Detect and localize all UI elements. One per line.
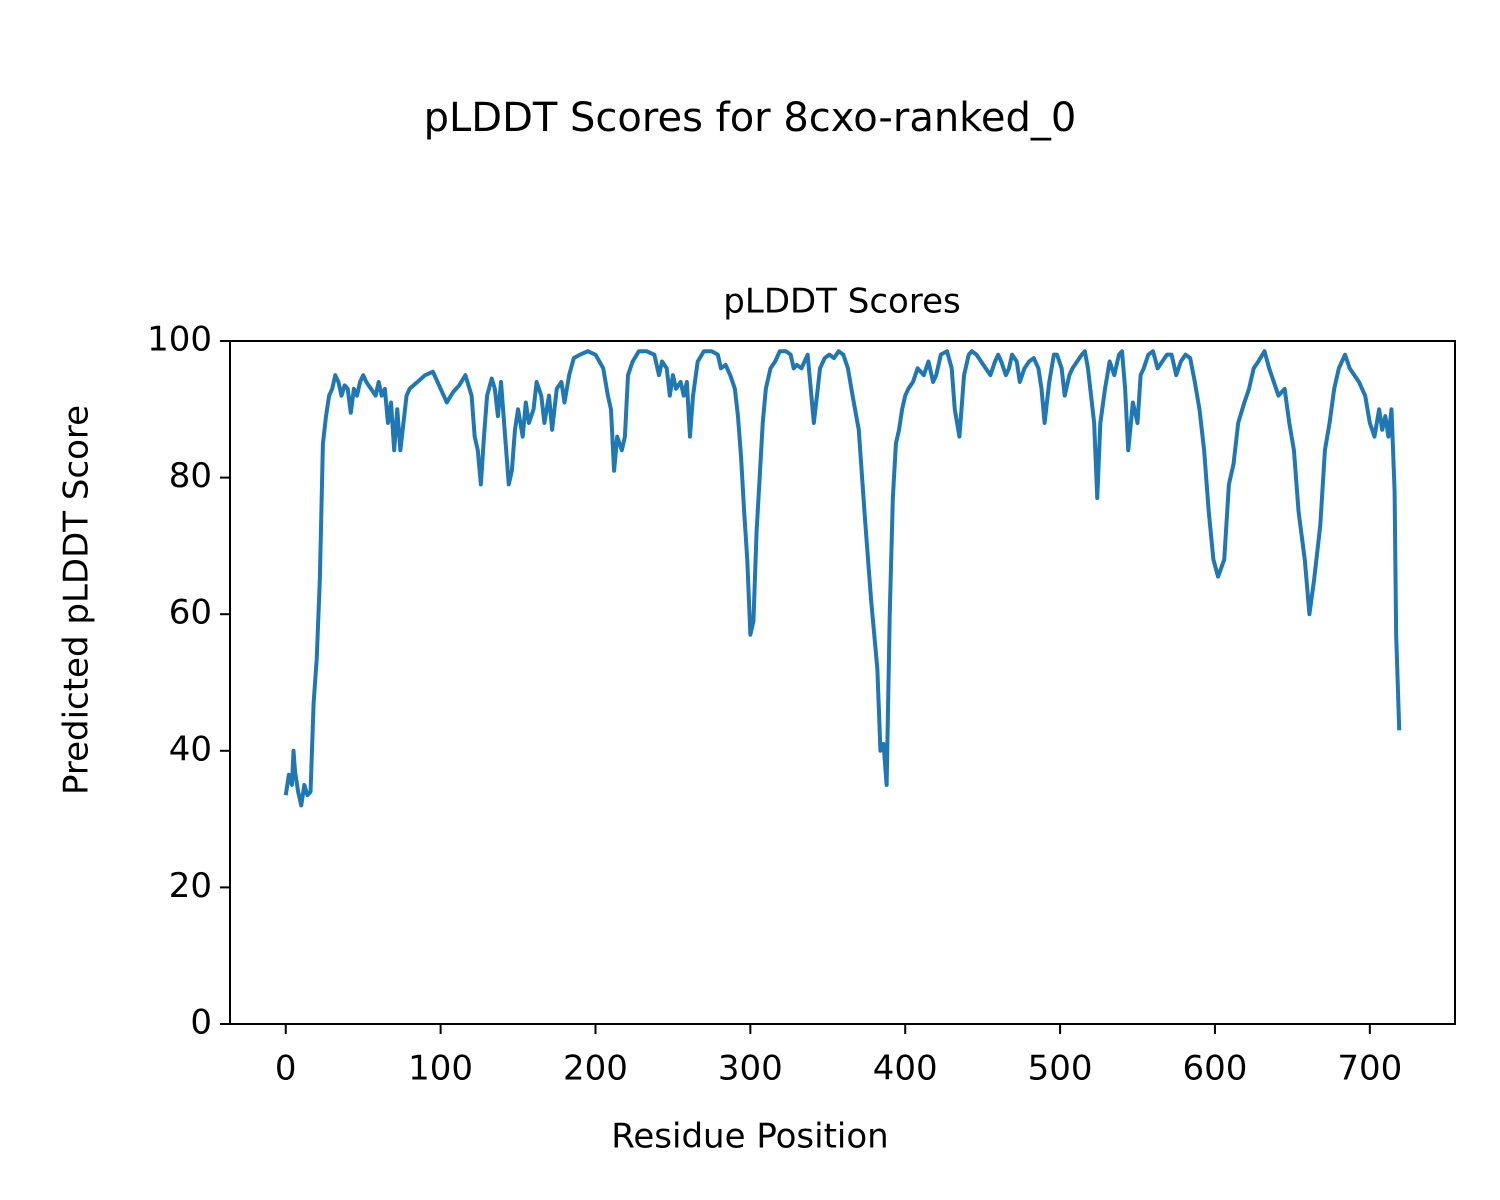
y-tick-label: 20 <box>169 866 212 906</box>
x-tick-label: 100 <box>408 1049 473 1089</box>
x-tick-label: 200 <box>563 1049 628 1089</box>
y-tick-label: 100 <box>147 320 212 360</box>
x-axis-label: Residue Position <box>611 1117 888 1157</box>
x-tick-label: 400 <box>873 1049 938 1089</box>
plot-frame <box>229 340 1456 1025</box>
x-tick-label: 0 <box>275 1049 297 1089</box>
y-tick-label: 40 <box>169 729 212 769</box>
axes-title: pLDDT Scores <box>723 282 960 322</box>
y-tick-label: 80 <box>169 456 212 496</box>
y-tick-label: 0 <box>190 1003 212 1043</box>
data-line <box>283 349 1402 808</box>
x-tick-label: 600 <box>1183 1049 1248 1089</box>
x-tick-label: 700 <box>1337 1049 1402 1089</box>
chart-title: pLDDT Scores for 8cxo-ranked_0 <box>424 95 1077 141</box>
x-tick-label: 300 <box>718 1049 783 1089</box>
y-tick-label: 60 <box>169 593 212 633</box>
x-tick-label: 500 <box>1028 1049 1093 1089</box>
y-axis-label: Predicted pLDDT Score <box>57 405 97 795</box>
